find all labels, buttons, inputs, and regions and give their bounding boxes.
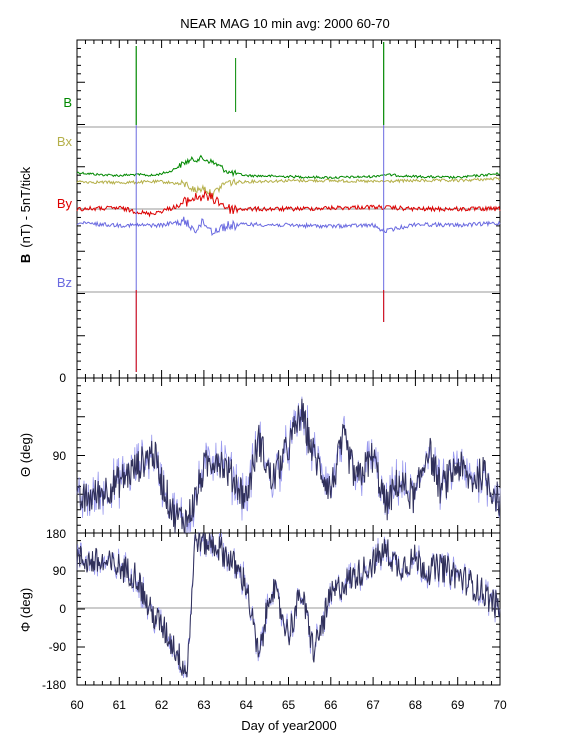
series-label-bz: Bz <box>57 275 72 290</box>
y-tick-label-phi-minus180: -180 <box>42 678 66 692</box>
series-line-phi <box>76 532 501 678</box>
y-tick-label-b-0: 0 <box>59 371 66 385</box>
series-line-bz <box>76 216 501 237</box>
x-tick-label-69: 69 <box>451 698 465 712</box>
y-axis-label-phi: Φ (deg) <box>18 588 33 632</box>
y-tick-label-phi-180: 180 <box>46 527 66 541</box>
series-label-by: By <box>57 196 73 211</box>
y-axis-label-theta: Θ (deg) <box>18 433 33 477</box>
y-tick-label-theta-90: 90 <box>53 449 67 463</box>
series-line-theta-spread <box>76 396 501 534</box>
series-line-theta <box>76 398 501 535</box>
x-tick-label-66: 66 <box>324 698 338 712</box>
x-tick-label-68: 68 <box>409 698 423 712</box>
series-lines <box>76 42 501 679</box>
chart-title: NEAR MAG 10 min avg: 2000 60-70 <box>180 16 390 31</box>
x-tick-label-65: 65 <box>282 698 296 712</box>
y-tick-label-phi-0: 0 <box>59 602 66 616</box>
y-axis-label-b: B(nT) - 5nT/tick <box>18 166 33 263</box>
series-label-bx: Bx <box>57 134 73 149</box>
series-line-b <box>76 154 501 180</box>
series-line-by <box>76 189 501 218</box>
x-tick-label-62: 62 <box>155 698 169 712</box>
x-tick-label-70: 70 <box>493 698 507 712</box>
x-tick-label-63: 63 <box>197 698 211 712</box>
y-tick-label-phi-90: 90 <box>53 564 67 578</box>
series-line-bx <box>76 176 501 200</box>
x-axis-label: Day of year2000 <box>241 718 336 733</box>
x-tick-label-67: 67 <box>366 698 380 712</box>
x-tick-label-64: 64 <box>240 698 254 712</box>
x-tick-label-61: 61 <box>113 698 127 712</box>
series-label-b: B <box>63 95 72 110</box>
x-tick-label-60: 60 <box>70 698 84 712</box>
y-tick-label-phi-minus90: -90 <box>49 640 67 654</box>
